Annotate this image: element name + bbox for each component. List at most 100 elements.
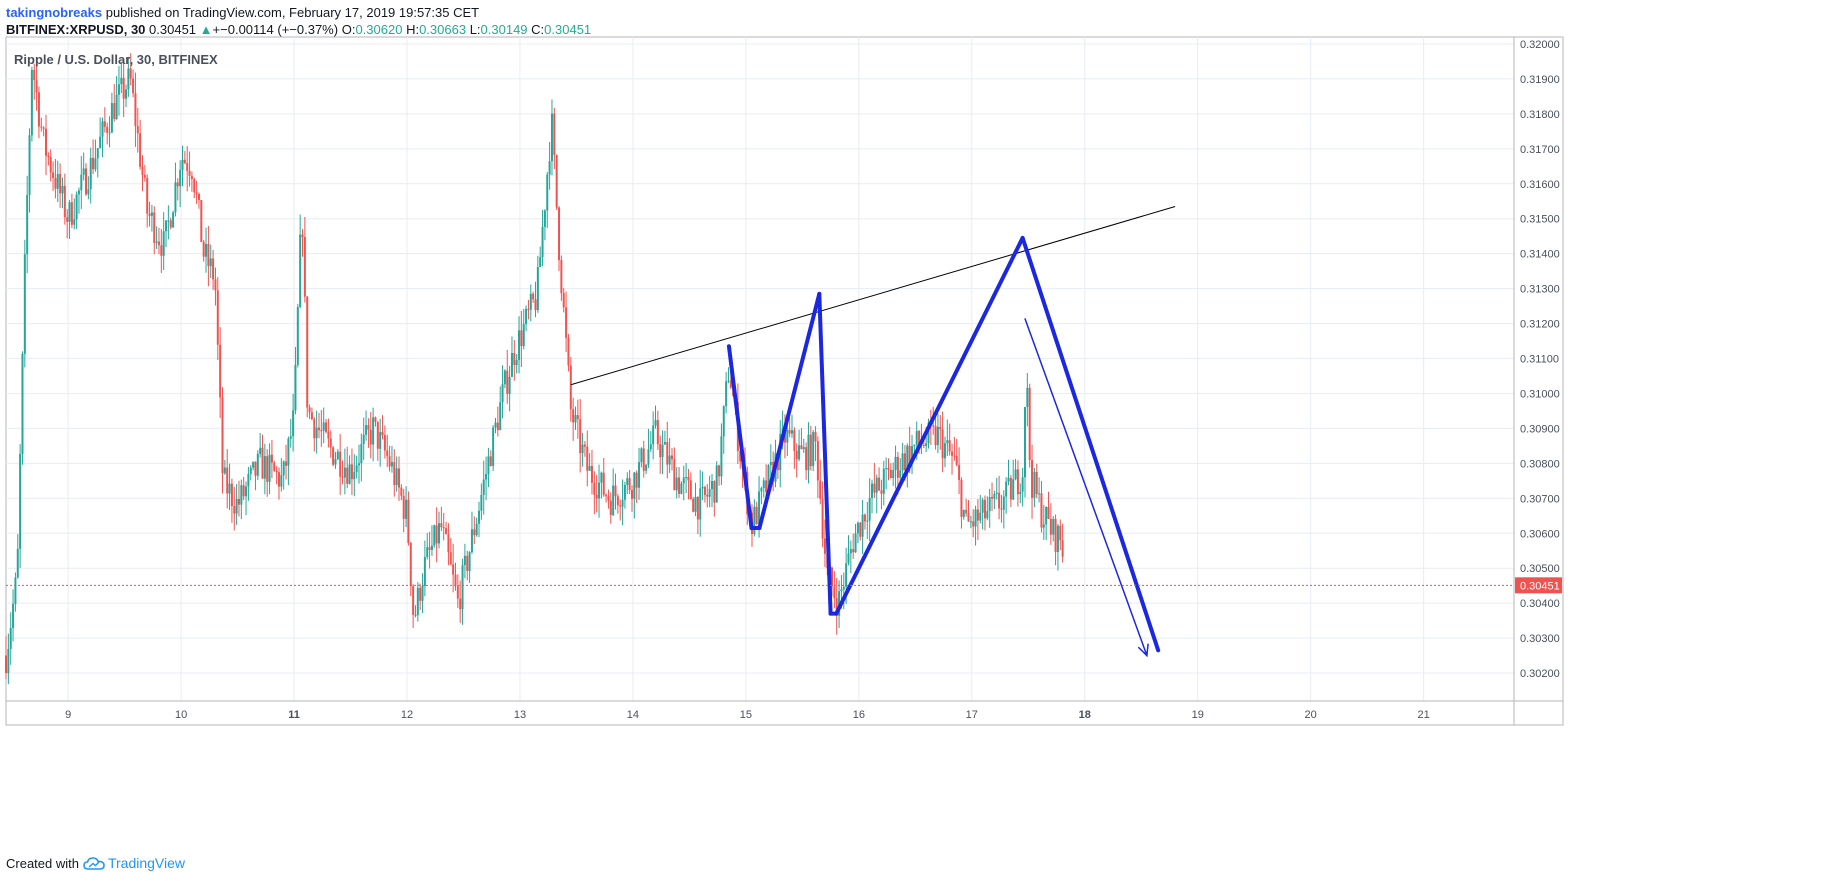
y-tick-label: 0.31900 bbox=[1520, 74, 1560, 86]
candle-body bbox=[367, 425, 370, 430]
candle-body bbox=[600, 472, 603, 483]
candle-body bbox=[562, 293, 565, 308]
candle-body bbox=[162, 231, 165, 256]
candle-body bbox=[725, 381, 728, 407]
candle-body bbox=[146, 177, 149, 214]
candle-body bbox=[793, 430, 796, 451]
candle-body bbox=[285, 461, 288, 466]
candle-body bbox=[913, 444, 916, 447]
candle-body bbox=[332, 447, 335, 465]
candle-body bbox=[301, 234, 304, 238]
x-tick-label: 15 bbox=[740, 709, 752, 721]
candle-body bbox=[341, 476, 344, 478]
candle-body bbox=[602, 472, 605, 495]
candle-body bbox=[360, 444, 363, 464]
candle-body bbox=[348, 464, 351, 484]
candle-body bbox=[296, 307, 299, 365]
candle-body bbox=[621, 499, 624, 507]
candle-body bbox=[993, 493, 996, 499]
candle-body bbox=[172, 212, 175, 228]
candle-body bbox=[661, 444, 664, 458]
candle-body bbox=[525, 308, 528, 325]
last-price-badge bbox=[1515, 577, 1562, 594]
candle-body bbox=[831, 567, 834, 587]
candle-body bbox=[117, 84, 120, 95]
candle-body bbox=[447, 533, 450, 553]
candle-body bbox=[819, 480, 822, 499]
candle-body bbox=[802, 447, 805, 450]
candle-body bbox=[287, 438, 290, 466]
candle-body bbox=[261, 447, 264, 479]
candle-body bbox=[854, 533, 857, 553]
candle-body bbox=[45, 128, 48, 156]
candle-body bbox=[520, 330, 523, 347]
candle-body bbox=[315, 427, 318, 439]
candle-body bbox=[207, 243, 210, 267]
candle-body bbox=[419, 587, 422, 601]
candle-body bbox=[372, 417, 375, 445]
candle-body bbox=[572, 409, 575, 423]
y-tick-label: 0.30600 bbox=[1520, 528, 1560, 540]
candle-body bbox=[216, 290, 219, 345]
candle-body bbox=[223, 467, 226, 474]
candle-body bbox=[1049, 518, 1052, 535]
candle-body bbox=[412, 586, 415, 615]
candle-body bbox=[80, 174, 83, 191]
candle-body bbox=[365, 425, 368, 435]
candle-body bbox=[659, 444, 662, 458]
candle-body bbox=[616, 496, 619, 506]
candle-body bbox=[150, 212, 153, 216]
candle-body bbox=[68, 202, 71, 222]
candle-body bbox=[1042, 524, 1045, 528]
candle-body bbox=[214, 279, 217, 291]
candle-body bbox=[148, 213, 151, 216]
candle-body bbox=[485, 473, 488, 480]
candle-body bbox=[612, 485, 615, 515]
candle-body bbox=[30, 69, 33, 136]
candle-body bbox=[350, 464, 353, 480]
x-tick-label: 13 bbox=[514, 709, 526, 721]
tradingview-link[interactable]: TradingView bbox=[83, 855, 185, 871]
candle-body bbox=[798, 445, 801, 460]
change-value: +−0.00114 (+−0.37%) bbox=[212, 22, 339, 37]
candle-body bbox=[346, 467, 349, 484]
candle-body bbox=[165, 220, 168, 232]
candle-body bbox=[598, 482, 601, 499]
candle-body bbox=[388, 456, 391, 467]
candle-body bbox=[974, 509, 977, 527]
candle-body bbox=[310, 412, 313, 420]
y-tick-label: 0.31100 bbox=[1520, 354, 1559, 366]
candle-body bbox=[918, 430, 921, 445]
candle-body bbox=[461, 565, 464, 610]
candle-body bbox=[682, 477, 685, 484]
y-tick-label: 0.31800 bbox=[1520, 109, 1560, 121]
candle-body bbox=[193, 179, 196, 193]
candle-body bbox=[202, 241, 205, 257]
candle-body bbox=[812, 432, 815, 467]
candle-body bbox=[875, 477, 878, 493]
candle-body bbox=[47, 155, 50, 158]
candle-body bbox=[70, 202, 73, 225]
candle-body bbox=[623, 484, 626, 500]
x-tick-label: 20 bbox=[1305, 709, 1317, 721]
candle-body bbox=[306, 296, 309, 408]
candle-body bbox=[873, 483, 876, 493]
x-tick-label: 11 bbox=[288, 709, 300, 721]
candle-body bbox=[868, 497, 871, 521]
candle-body bbox=[230, 483, 233, 507]
candle-body bbox=[718, 465, 721, 477]
candle-body bbox=[14, 577, 17, 604]
candle-body bbox=[143, 174, 146, 178]
candle-body bbox=[663, 442, 666, 445]
drawings[interactable] bbox=[570, 206, 1176, 658]
author-link[interactable]: takingnobreaks bbox=[6, 5, 103, 20]
tradingview-brand: TradingView bbox=[107, 855, 186, 871]
candle-body bbox=[861, 514, 864, 537]
candle-body bbox=[468, 552, 471, 571]
candle-body bbox=[233, 506, 236, 514]
candle-body bbox=[442, 527, 445, 529]
candle-body bbox=[136, 126, 139, 134]
high-value: 0.30663 bbox=[419, 22, 467, 37]
candle-body bbox=[823, 538, 826, 554]
